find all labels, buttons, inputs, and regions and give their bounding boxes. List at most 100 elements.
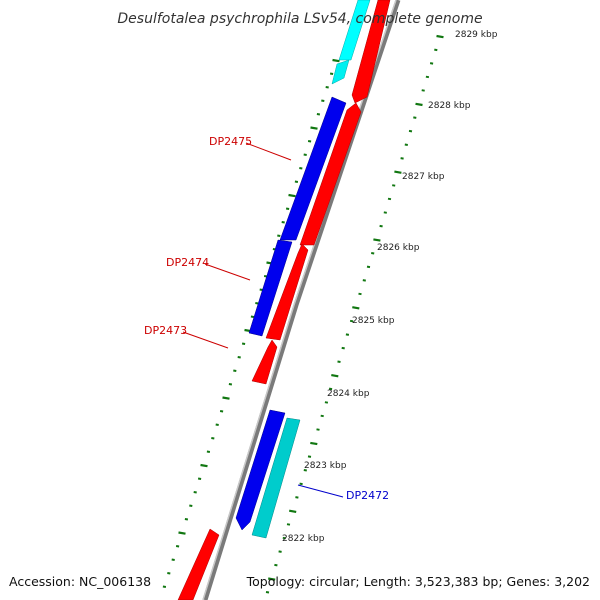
- leader-line-dp2472: [297, 484, 344, 498]
- outer-scale-tick-16: [371, 252, 375, 255]
- inner-scale-tick-32: [193, 491, 197, 494]
- gene-feature-forward-top[interactable]: [351, 0, 391, 104]
- outer-scale-tick-8: [404, 143, 408, 146]
- outer-scale-tick-38: [278, 550, 282, 553]
- inner-scale-tick-0: [332, 58, 340, 63]
- outer-scale-tick-7: [408, 129, 413, 133]
- topology-text: Topology: circular; Length: 3,523,383 bp…: [246, 574, 590, 589]
- inner-scale-tick-37: [171, 558, 175, 561]
- leader-line-dp2474: [204, 263, 251, 281]
- inner-scale-tick-26: [219, 410, 224, 413]
- inner-scale-tick-39: [162, 585, 167, 588]
- gene-feature-forward-mid[interactable]: [299, 102, 362, 246]
- outer-scale-tick-13: [383, 211, 387, 214]
- inner-scale-tick-38: [167, 572, 171, 575]
- outer-scale-tick-19: [358, 292, 362, 296]
- inner-scale-tick-3: [321, 99, 325, 102]
- gene-feature-dp2475[interactable]: [279, 96, 347, 241]
- scale-label-2828: 2828 kbp: [428, 101, 471, 111]
- outer-scale-tick-36: [286, 523, 291, 526]
- outer-scale-tick-14: [379, 224, 383, 228]
- outer-scale-tick-30: [310, 441, 318, 446]
- outer-scale-tick-12: [387, 197, 392, 201]
- gene-feature-rna-top-2[interactable]: [331, 59, 350, 85]
- gene-feature-dp2473[interactable]: [251, 339, 278, 385]
- outer-scale-tick-40: [268, 577, 276, 581]
- gene-label-dp2474[interactable]: DP2474: [166, 256, 209, 269]
- outer-scale-tick-4: [421, 89, 425, 92]
- inner-scale-tick-6: [307, 140, 312, 143]
- gene-feature-forward-bottom[interactable]: [177, 528, 220, 600]
- outer-scale-tick-27: [324, 401, 329, 404]
- inner-scale-tick-1: [329, 72, 334, 75]
- outer-scale-tick-35: [289, 509, 297, 513]
- inner-scale-tick-34: [184, 518, 189, 521]
- outer-scale-tick-18: [362, 279, 366, 282]
- outer-scale-tick-25: [331, 374, 339, 378]
- inner-scale-tick-30: [200, 463, 208, 468]
- genome-backbone-highlight: [202, 0, 397, 600]
- gene-feature-reverse-2823[interactable]: [235, 409, 286, 531]
- gene-feature-forward-lower[interactable]: [265, 243, 309, 341]
- inner-scale-tick-13: [277, 234, 281, 237]
- inner-scale-tick-23: [233, 369, 237, 372]
- gene-label-dp2475[interactable]: DP2475: [209, 135, 252, 148]
- outer-scale-tick-29: [316, 428, 320, 431]
- scale-label-2823: 2823 kbp: [304, 461, 347, 471]
- scale-label-2829: 2829 kbp: [455, 30, 498, 40]
- scale-label-2824: 2824 kbp: [327, 389, 370, 399]
- outer-scale-tick-31: [307, 455, 312, 458]
- inner-scale-tick-18: [255, 302, 259, 305]
- inner-scale-tick-31: [197, 477, 202, 480]
- scale-label-2825: 2825 kbp: [352, 316, 395, 326]
- inner-scale-tick-5: [310, 126, 318, 130]
- inner-scale-tick-22: [237, 356, 241, 359]
- outer-scale-tick-5: [415, 102, 423, 107]
- gene-feature-dp2474[interactable]: [248, 239, 293, 337]
- inner-scale-tick-10: [288, 193, 296, 198]
- outer-scale-tick-41: [265, 591, 270, 594]
- gene-feature-rna-top[interactable]: [338, 0, 371, 61]
- outer-scale-tick-11: [392, 184, 396, 187]
- outer-scale-tick-9: [400, 157, 404, 160]
- outer-scale-tick-28: [320, 414, 324, 418]
- leader-line-dp2475: [245, 142, 292, 161]
- outer-scale-tick-39: [274, 563, 278, 567]
- inner-scale-tick-36: [175, 545, 180, 548]
- inner-scale-tick-29: [206, 450, 211, 453]
- inner-scale-tick-12: [281, 221, 285, 224]
- inner-scale-tick-25: [222, 396, 230, 400]
- outer-scale-tick-34: [295, 496, 299, 499]
- leader-line-dp2473: [182, 331, 229, 349]
- scale-label-2827: 2827 kbp: [402, 172, 445, 182]
- outer-scale-tick-10: [394, 170, 402, 174]
- inner-scale-tick-4: [316, 113, 321, 116]
- inner-scale-tick-27: [215, 423, 219, 426]
- genome-backbone: [202, 0, 401, 600]
- outer-scale-tick-17: [366, 265, 371, 269]
- outer-scale-tick-0: [436, 34, 444, 39]
- inner-scale-tick-28: [211, 437, 215, 440]
- accession-text: Accession: NC_006138: [9, 574, 151, 589]
- outer-scale-tick-2: [429, 62, 434, 65]
- gene-label-dp2473[interactable]: DP2473: [144, 324, 187, 337]
- outer-scale-tick-37: [282, 536, 286, 540]
- inner-scale-tick-8: [299, 167, 303, 170]
- inner-scale-tick-35: [178, 531, 186, 535]
- outer-scale-tick-24: [337, 360, 341, 363]
- inner-scale-tick-21: [241, 342, 246, 345]
- gene-label-dp2472[interactable]: DP2472: [346, 489, 389, 502]
- scale-label-2822: 2822 kbp: [282, 534, 325, 544]
- outer-scale-tick-26: [328, 387, 333, 391]
- outer-scale-tick-15: [373, 238, 381, 242]
- gene-feature-dp2472[interactable]: [251, 417, 301, 539]
- outer-scale-tick-33: [299, 482, 303, 486]
- outer-scale-track: [265, 34, 444, 594]
- inner-scale-tick-33: [189, 504, 193, 507]
- outer-scale-tick-21: [349, 319, 354, 323]
- outer-scale-tick-20: [352, 306, 360, 310]
- inner-scale-tick-24: [228, 383, 233, 386]
- outer-scale-tick-23: [341, 346, 345, 350]
- outer-scale-tick-6: [413, 116, 417, 119]
